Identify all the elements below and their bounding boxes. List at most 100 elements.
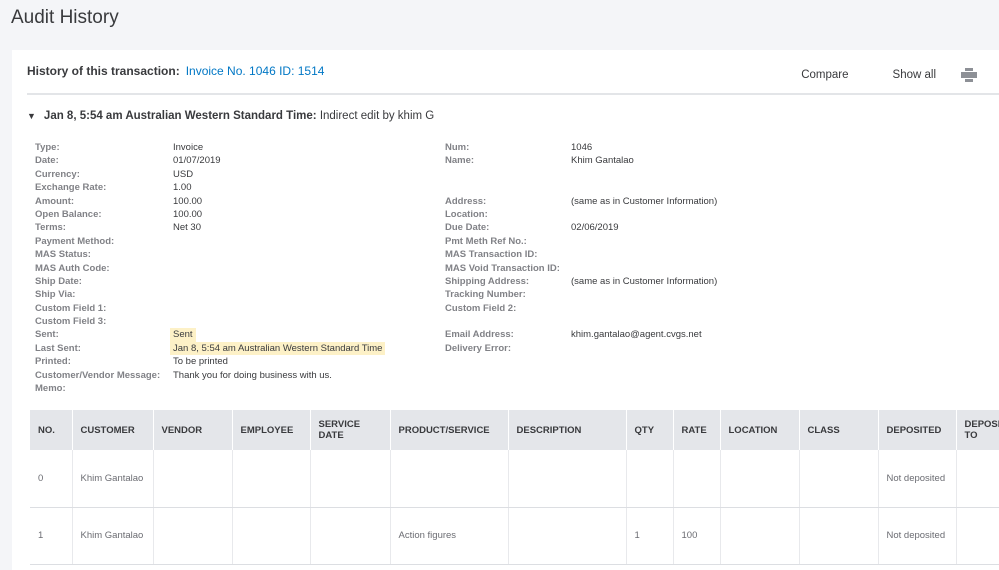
- detail-row: Custom Field 2:: [445, 302, 717, 315]
- table-cell: [390, 450, 509, 508]
- detail-label: Type:: [35, 142, 60, 153]
- column-header: EMPLOYEE: [232, 410, 311, 450]
- table-cell: Khim Gantalao: [72, 507, 154, 565]
- detail-label: Location:: [445, 208, 488, 220]
- detail-row: Sent: Sent: [35, 328, 385, 342]
- detail-value: (same as in Customer Information): [571, 275, 718, 287]
- detail-row: Custom Field 1:: [35, 302, 385, 315]
- column-header: CUSTOMER: [72, 410, 154, 450]
- detail-row: Tracking Number:: [445, 288, 717, 301]
- detail-value: Invoice: [173, 142, 204, 153]
- column-header: DEPOSITED TO: [956, 410, 999, 450]
- column-header: NO.: [30, 410, 73, 450]
- table-cell: Action figures: [390, 507, 509, 565]
- table-cell: 100: [673, 507, 721, 565]
- table-cell: [720, 450, 800, 508]
- detail-row: Email Address: khim.gantalao@agent.cvgs.n…: [445, 328, 717, 341]
- detail-row: Pmt Meth Ref No.:: [445, 235, 717, 248]
- detail-row: MAS Auth Code:: [35, 262, 385, 275]
- detail-label: Exchange Rate:: [35, 182, 107, 194]
- detail-row: Num: 1046: [445, 141, 717, 154]
- detail-row: Amount: 100.00: [35, 195, 385, 208]
- detail-row: [445, 181, 717, 194]
- detail-row: Printed: To be printed: [35, 355, 385, 368]
- detail-label: Address:: [445, 195, 487, 207]
- detail-label: Ship Date:: [35, 275, 82, 287]
- detail-value: (same as in Customer Information): [571, 195, 718, 207]
- column-header: RATE: [673, 410, 721, 450]
- detail-value: Net 30: [173, 222, 201, 234]
- table-cell: 1: [626, 507, 674, 565]
- table-cell: [508, 507, 627, 565]
- detail-row: MAS Status:: [35, 248, 385, 261]
- detail-value: Thank you for doing business with us.: [173, 369, 332, 381]
- detail-row: Ship Via:: [35, 288, 385, 301]
- column-header: QTY: [626, 410, 674, 450]
- detail-row: Customer/Vendor Message: Thank you for do…: [35, 369, 385, 382]
- detail-label: Custom Field 3:: [35, 316, 107, 328]
- transaction-link[interactable]: Invoice No. 1046 ID: 1514: [185, 64, 325, 78]
- table-cell: [673, 450, 721, 508]
- detail-label: [445, 181, 571, 194]
- detail-label: Num:: [445, 142, 470, 153]
- detail-label: Sent:: [35, 329, 59, 341]
- detail-row: Custom Field 3:: [35, 315, 385, 328]
- entry-description: Indirect edit by khim G: [319, 110, 435, 122]
- compare-button[interactable]: Compare: [801, 69, 849, 81]
- printer-icon[interactable]: [961, 68, 977, 82]
- column-header: LOCATION: [720, 410, 800, 450]
- detail-value: Sent: [170, 328, 196, 342]
- detail-label: Payment Method:: [35, 235, 115, 247]
- detail-row: Exchange Rate: 1.00: [35, 181, 385, 194]
- column-header: DESCRIPTION: [508, 410, 627, 450]
- detail-label: [445, 168, 571, 181]
- detail-label: Shipping Address:: [445, 275, 530, 287]
- column-header: PRODUCT/SERVICE: [390, 410, 509, 450]
- table-cell: [626, 450, 674, 508]
- column-header: SERVICE DATE: [310, 410, 391, 450]
- detail-row: Terms: Net 30: [35, 221, 385, 234]
- detail-row: Shipping Address: (same as in Customer In…: [445, 275, 717, 288]
- detail-label: Date:: [35, 155, 59, 167]
- table-cell: [232, 507, 311, 565]
- table-cell: [956, 507, 999, 565]
- detail-row: Last Sent: Jan 8, 5:54 am Australian West…: [35, 341, 386, 356]
- detail-label: Delivery Error:: [445, 342, 512, 354]
- column-header: CLASS: [799, 410, 879, 450]
- detail-row: Ship Date:: [35, 275, 385, 288]
- detail-row: Due Date: 02/06/2019: [445, 221, 717, 234]
- detail-row: Currency: USD: [35, 168, 385, 181]
- table-cell: Khim Gantalao: [72, 450, 154, 508]
- detail-label: Memo:: [35, 383, 66, 395]
- table-cell: [310, 507, 391, 565]
- detail-row: Date: 01/07/2019: [35, 154, 385, 167]
- detail-label: Name:: [445, 155, 475, 167]
- audit-card: History of this transaction: Invoice No. …: [12, 50, 999, 570]
- show-all-button[interactable]: Show all: [892, 69, 936, 81]
- history-entry-toggle[interactable]: ▼ Jan 8, 5:54 am Australian Western Stand…: [27, 110, 434, 122]
- detail-row: Name: Khim Gantalao: [445, 154, 717, 167]
- column-header: VENDOR: [153, 410, 233, 450]
- table-cell: [508, 450, 627, 508]
- history-header: History of this transaction: Invoice No. …: [27, 64, 324, 78]
- page-title: Audit History: [11, 7, 119, 28]
- detail-label: MAS Auth Code:: [35, 262, 110, 274]
- detail-value: Jan 8, 5:54 am Australian Western Standa…: [170, 341, 386, 356]
- detail-row: Address: (same as in Customer Information…: [445, 195, 717, 208]
- table-row: 1 Khim Gantalao Action figures 1 100 Not depo…: [30, 507, 999, 565]
- table-cell: [153, 450, 233, 508]
- detail-label: MAS Transaction ID:: [445, 249, 538, 261]
- line-items-table: NO. CUSTOMER VENDOR EMPLOYEE SERVICE DATE PRO…: [30, 410, 999, 565]
- details-left: Type: Invoice Date: 01/07/2019 Currency: USD E…: [35, 141, 386, 395]
- detail-row: Type: Invoice: [35, 141, 385, 154]
- detail-value: 100.00: [173, 195, 203, 207]
- table-cell: [956, 450, 999, 508]
- table-cell: 1: [30, 507, 73, 565]
- divider: [27, 93, 999, 95]
- detail-value: 02/06/2019: [571, 222, 619, 234]
- detail-label: Amount:: [35, 195, 75, 207]
- detail-label: Last Sent:: [35, 342, 81, 354]
- detail-row: [445, 315, 717, 328]
- detail-row: Open Balance: 100.00: [35, 208, 385, 221]
- detail-label: Currency:: [35, 168, 80, 180]
